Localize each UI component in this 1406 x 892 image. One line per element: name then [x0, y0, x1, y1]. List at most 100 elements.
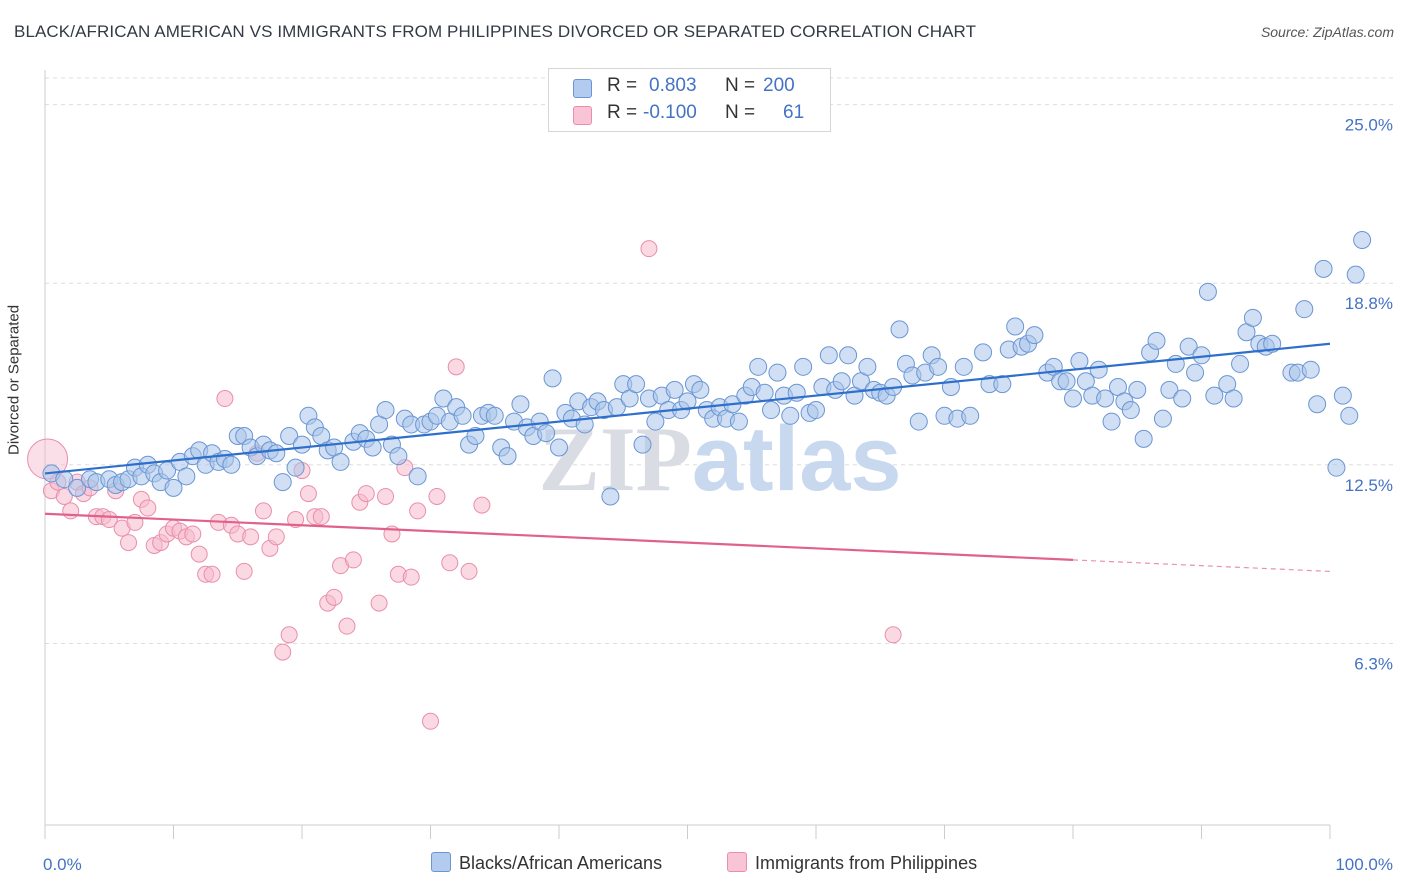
data-point-black	[434, 389, 453, 408]
data-point-black	[363, 438, 382, 457]
data-point-black	[1006, 317, 1025, 336]
data-point-black	[890, 320, 909, 339]
data-point-black	[646, 412, 665, 431]
data-point-philippines	[312, 508, 330, 526]
data-point-philippines	[190, 545, 208, 563]
stats-legend: R = 0.803 N = 200 R = -0.100 N = 61	[548, 68, 831, 132]
data-point-black	[627, 375, 646, 394]
data-point-philippines	[242, 528, 260, 546]
data-point-black	[68, 478, 87, 497]
data-point-philippines	[280, 626, 298, 644]
data-point-philippines	[203, 565, 221, 583]
data-point-black	[1102, 412, 1121, 431]
data-point-black	[1198, 282, 1217, 301]
data-point-black	[1057, 372, 1076, 391]
data-point-black	[755, 383, 774, 402]
data-point-philippines	[441, 554, 459, 572]
legend-n-value: 200	[763, 75, 795, 96]
data-point-black	[1153, 409, 1172, 428]
source-label: Source: ZipAtlas.com	[1260, 24, 1394, 40]
data-point-black	[453, 406, 472, 425]
bottom-legend-philippines: Immigrants from Philippines	[727, 852, 977, 874]
axes	[44, 70, 1331, 839]
data-point-philippines	[370, 594, 388, 612]
data-point-black	[807, 401, 825, 420]
data-point-black	[1186, 363, 1205, 382]
data-point-black	[1340, 406, 1359, 425]
data-point-black	[633, 435, 652, 454]
data-point-black	[1346, 265, 1365, 284]
x-tick-label: 0.0%	[43, 855, 82, 874]
data-point-philippines	[447, 358, 465, 376]
data-point-black	[1121, 401, 1140, 420]
data-point-black	[601, 487, 620, 506]
data-point-philippines	[325, 588, 343, 606]
grid-lines	[45, 77, 1395, 644]
data-point-black	[1147, 331, 1166, 350]
data-point-philippines	[460, 562, 478, 580]
data-point-philippines	[422, 712, 439, 730]
data-point-black	[1205, 386, 1224, 405]
data-point-black	[1128, 380, 1147, 399]
data-point-philippines	[184, 525, 202, 543]
data-point-black	[1353, 231, 1372, 250]
data-point-philippines	[287, 511, 305, 529]
data-point-black	[993, 375, 1012, 394]
data-point-philippines	[216, 390, 234, 408]
data-point-black	[1243, 308, 1262, 327]
y-axis-label: Divorced or Separated	[5, 304, 23, 455]
trend-lines	[44, 342, 1331, 573]
data-point-philippines	[409, 502, 427, 520]
data-point-philippines	[274, 643, 292, 661]
data-point-black	[537, 424, 556, 443]
data-point-black	[768, 363, 787, 382]
data-point-black	[1314, 259, 1333, 278]
data-point-philippines	[55, 487, 73, 505]
data-point-philippines	[428, 487, 446, 505]
data-point-black	[498, 447, 517, 466]
legend-r-label: R =	[607, 75, 638, 96]
data-point-black	[1231, 354, 1250, 373]
data-point-philippines	[344, 551, 362, 569]
data-point-philippines	[235, 562, 253, 580]
data-point-black	[729, 412, 748, 431]
data-point-black	[408, 467, 427, 486]
data-point-black	[1173, 389, 1192, 408]
data-point-black	[974, 343, 993, 362]
bottom-legend-black: Blacks/African Americans	[431, 852, 662, 874]
data-point-black	[954, 357, 973, 376]
data-point-black	[1025, 326, 1044, 345]
data-point-black	[331, 452, 350, 471]
data-point-black	[781, 406, 800, 425]
legend-swatch-philippines	[573, 106, 592, 125]
legend-r-label: R =	[607, 102, 638, 123]
y-tick-label: 6.3%	[1354, 654, 1393, 673]
data-point-black	[1263, 334, 1282, 353]
data-point-philippines	[62, 502, 80, 520]
data-point-black	[749, 357, 768, 376]
data-point-black	[678, 392, 697, 411]
data-point-black	[1179, 337, 1198, 356]
data-point-philippines	[254, 502, 272, 520]
data-point-black	[485, 406, 504, 425]
trend-line-philippines-extension	[1072, 559, 1331, 573]
bottom-legend-label-philippines: Immigrants from Philippines	[755, 853, 978, 873]
data-point-black	[961, 406, 980, 425]
data-point-black	[1308, 395, 1327, 414]
legend-n-value: 61	[783, 102, 805, 123]
data-point-black	[466, 426, 485, 445]
bottom-legend-label-black: Blacks/African Americans	[459, 853, 663, 873]
data-point-black	[858, 357, 877, 376]
data-point-black	[1096, 389, 1115, 408]
data-point-black	[286, 458, 305, 477]
legend-n-label: N =	[725, 102, 756, 123]
data-point-black	[1160, 380, 1179, 399]
bottom-legend-swatch-black	[431, 852, 451, 872]
data-point-philippines	[267, 528, 285, 546]
data-point-philippines	[120, 534, 138, 552]
data-point-black	[550, 438, 568, 457]
data-point-black	[909, 412, 928, 431]
data-point-black	[665, 380, 684, 399]
chart-title: BLACK/AFRICAN AMERICAN VS IMMIGRANTS FRO…	[14, 22, 977, 41]
